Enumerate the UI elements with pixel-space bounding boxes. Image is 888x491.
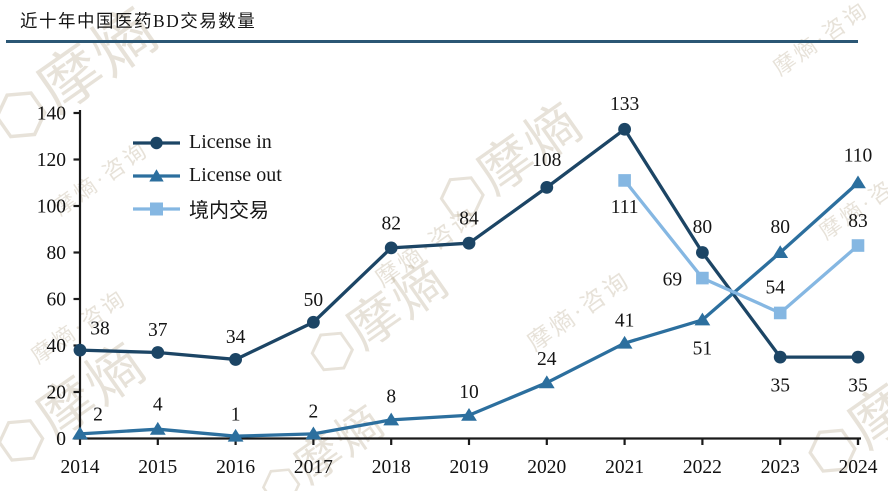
data-point-marker [696, 271, 709, 285]
data-point-label: 2 [93, 404, 103, 425]
y-tick-label: 140 [37, 104, 66, 125]
series-1 [72, 175, 866, 442]
data-point-label: 34 [226, 327, 246, 348]
series-2 [618, 174, 865, 320]
data-point-marker [618, 122, 631, 136]
data-point-marker [227, 428, 244, 442]
data-point-label: 51 [693, 338, 713, 359]
title-underline [6, 40, 858, 43]
data-point-label: 37 [148, 320, 168, 341]
data-point-label: 108 [532, 150, 561, 171]
data-point-marker [305, 426, 322, 440]
legend-item-license-in: License in [133, 127, 282, 158]
data-point-marker [850, 175, 866, 189]
chart-title: 近十年中国医药BD交易数量 [20, 11, 257, 31]
legend-label-license-in: License in [189, 131, 272, 153]
x-tick-label: 2024 [839, 457, 878, 478]
legend-label-license-out: License out [189, 164, 282, 186]
data-point-label: 54 [765, 277, 785, 298]
data-point-label: 82 [381, 213, 401, 234]
data-point-label: 1 [231, 405, 241, 426]
data-point-label: 24 [537, 349, 557, 370]
y-tick-label: 120 [37, 150, 66, 171]
data-point-label: 35 [770, 376, 790, 397]
data-point-label: 83 [848, 211, 868, 232]
x-tick-label: 2018 [372, 457, 411, 478]
data-point-label: 35 [848, 376, 868, 397]
series-0 [73, 122, 865, 366]
x-tick-label: 2020 [527, 457, 566, 478]
legend-marker-square-icon [133, 202, 180, 215]
data-point-label: 2 [309, 401, 319, 422]
data-point-label: 8 [386, 386, 396, 407]
axes [73, 110, 861, 445]
data-point-marker [72, 426, 88, 440]
axis-tick-labels: 0 20 40 60 80 100 120 140 2014 2015 2016 2017 2018 20… [37, 104, 878, 479]
series-line [623, 179, 860, 315]
data-point-marker [383, 412, 400, 426]
data-point-label: 41 [615, 311, 635, 332]
data-point-marker [307, 315, 320, 329]
y-tick-label: 20 [47, 383, 67, 404]
x-tick-label: 2023 [761, 457, 800, 478]
data-point-marker [616, 335, 633, 349]
data-point-marker [384, 241, 398, 255]
data-point-label: 80 [770, 217, 790, 238]
data-point-marker [696, 246, 709, 259]
data-point-label: 69 [663, 270, 683, 291]
x-tick-label: 2016 [216, 457, 255, 478]
data-point-marker [73, 343, 87, 357]
legend: License in License out 境内交易 [133, 127, 282, 224]
data-point-label: 110 [844, 145, 873, 166]
x-tick-label: 2021 [605, 457, 644, 478]
data-point-marker [851, 239, 865, 252]
data-point-marker [149, 421, 166, 435]
data-point-marker [151, 346, 165, 359]
data-point-label: 84 [459, 209, 479, 230]
y-tick-label: 40 [47, 336, 67, 357]
data-point-marker [772, 245, 789, 258]
data-point-label: 4 [153, 395, 163, 416]
data-point-marker [461, 407, 477, 421]
legend-item-domestic-deals: 境内交易 [133, 193, 282, 224]
data-point-marker [618, 174, 631, 187]
x-tick-label: 2022 [683, 457, 722, 478]
x-tick-label: 2014 [61, 457, 100, 478]
data-point-marker [851, 350, 865, 364]
legend-item-license-out: License out [133, 160, 282, 191]
x-tick-label: 2019 [450, 457, 489, 478]
data-point-label: 38 [90, 319, 110, 340]
y-tick-label: 60 [47, 290, 67, 311]
data-point-label: 133 [610, 94, 639, 115]
legend-marker-circle-icon [133, 136, 180, 149]
data-point-label: 10 [459, 382, 479, 403]
data-point-label: 80 [693, 217, 713, 238]
x-tick-label: 2017 [294, 457, 333, 478]
x-tick-label: 2015 [138, 457, 177, 478]
data-point-marker [538, 375, 555, 389]
legend-marker-triangle-icon [133, 168, 180, 181]
data-point-marker [694, 312, 711, 326]
data-point-marker [773, 306, 787, 320]
data-point-marker [540, 181, 554, 194]
y-tick-label: 80 [47, 243, 67, 264]
legend-label-domestic-deals: 境内交易 [189, 200, 269, 222]
data-point-marker [462, 236, 476, 250]
data-point-marker [229, 353, 243, 366]
y-tick-label: 0 [56, 429, 66, 450]
data-point-label: 111 [611, 197, 639, 218]
data-point-label: 50 [304, 290, 324, 311]
data-point-marker [773, 350, 787, 364]
y-tick-label: 100 [37, 197, 66, 218]
